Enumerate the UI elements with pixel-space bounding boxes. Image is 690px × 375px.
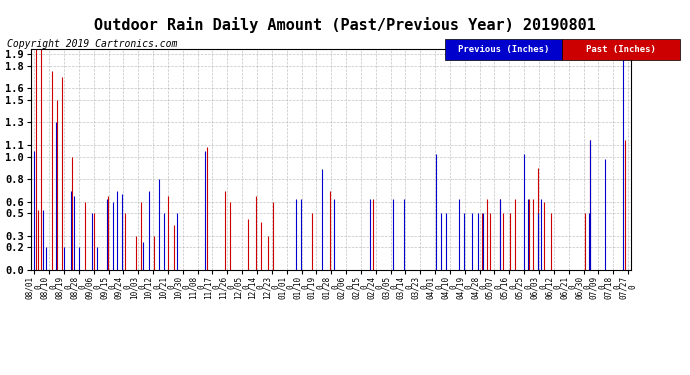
Text: Previous (Inches): Previous (Inches) [458,45,549,54]
Text: Copyright 2019 Cartronics.com: Copyright 2019 Cartronics.com [7,39,177,50]
Text: Outdoor Rain Daily Amount (Past/Previous Year) 20190801: Outdoor Rain Daily Amount (Past/Previous… [94,17,596,33]
Text: Past (Inches): Past (Inches) [586,45,656,54]
